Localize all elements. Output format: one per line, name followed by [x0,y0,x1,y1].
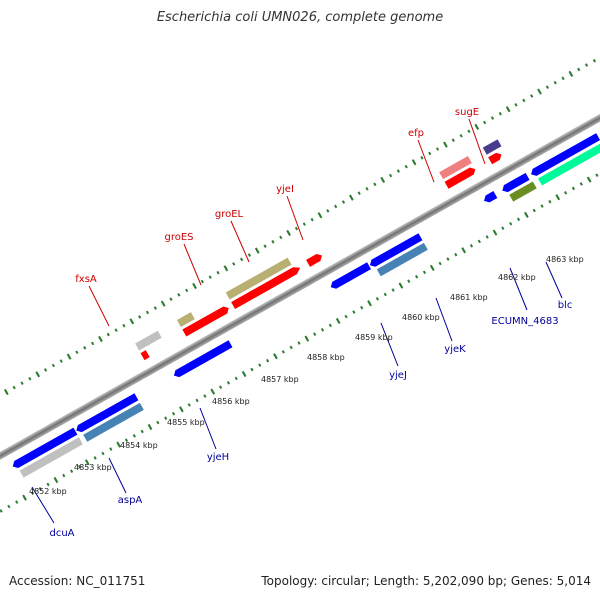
gene-yjeH[interactable] [172,340,233,379]
cog-groEL[interactable] [225,257,292,300]
gene-sugE[interactable] [488,151,503,165]
label-yjeJ: yjeJ [389,370,407,381]
scale-label-4863: 4863 kbp [546,255,584,264]
gene-aspA[interactable] [74,393,139,434]
scale-label-4858: 4858 kbp [307,353,345,362]
gene-ECUMN_4683[interactable] [500,172,530,194]
gene-groEL[interactable] [231,264,302,310]
scale-label-4859: 4859 kbp [355,333,393,342]
reverse-genes [11,133,600,478]
cog-blc[interactable] [538,142,600,186]
scale-labels: 4852 kbp 4853 kbp 4854 kbp 4855 kbp 4856… [29,255,584,496]
label-yjeK: yjeK [444,344,466,355]
label-yjeH: yjeH [207,452,229,463]
reverse-tick-row [0,84,600,581]
label-sugE: sugE [455,107,479,118]
label-yjeI: yjeI [276,184,294,195]
label-connectors [31,118,563,524]
scale-label-4854: 4854 kbp [120,441,158,450]
cog-sugE[interactable] [482,139,502,155]
gene-yjeK-small[interactable] [482,191,498,204]
label-aspA: aspA [118,495,143,506]
topology-text: Topology: circular; Length: 5,202,090 bp… [261,574,591,588]
accession-text: Accession: NC_011751 [9,574,146,588]
label-dcuA: dcuA [49,528,74,539]
label-fxsA: fxsA [75,274,97,285]
forward-tick-row [0,0,600,493]
gene-groES[interactable] [182,305,230,337]
map-title: Escherichia coli UMN026, complete genome [156,10,444,25]
forward-genes [135,139,503,361]
label-ECUMN_4683: ECUMN_4683 [491,316,558,327]
label-blc: blc [558,300,573,311]
gene-yjeI[interactable] [306,252,324,267]
scale-label-4861: 4861 kbp [450,293,488,302]
gene-yjeJ[interactable] [329,262,372,291]
cog-aspA[interactable] [83,402,144,442]
cog-efp[interactable] [439,156,472,180]
gene-efp[interactable] [444,166,478,189]
scale-label-4856: 4856 kbp [212,397,250,406]
cog-ECUMN_4683[interactable] [509,181,537,202]
scale-label-4862: 4862 kbp [498,273,536,282]
scale-label-4857: 4857 kbp [261,375,299,384]
scale-label-4860: 4860 kbp [402,313,440,322]
cog-dcuA[interactable] [19,437,83,478]
label-efp: efp [408,128,424,139]
forward-gene-labels: fxsA groES groEL yjeI efp sugE [75,107,479,285]
gene-yjeK[interactable] [368,233,423,268]
cog-yjeK[interactable] [376,242,428,277]
genome-backbone [0,41,600,539]
scale-label-4853: 4853 kbp [74,463,112,472]
scale-label-4852: 4852 kbp [29,487,67,496]
gene-dcuA[interactable] [11,427,78,470]
scale-label-4855: 4855 kbp [167,418,205,427]
gene-fxsA[interactable] [140,350,150,361]
cog-fxsA[interactable] [135,330,162,351]
gene-blc[interactable] [529,133,600,178]
label-groES: groES [164,232,193,243]
label-groEL: groEL [215,209,244,220]
cog-groES[interactable] [176,312,195,327]
reverse-gene-labels: dcuA aspA yjeH yjeJ yjeK ECUMN_4683 blc [49,300,572,539]
